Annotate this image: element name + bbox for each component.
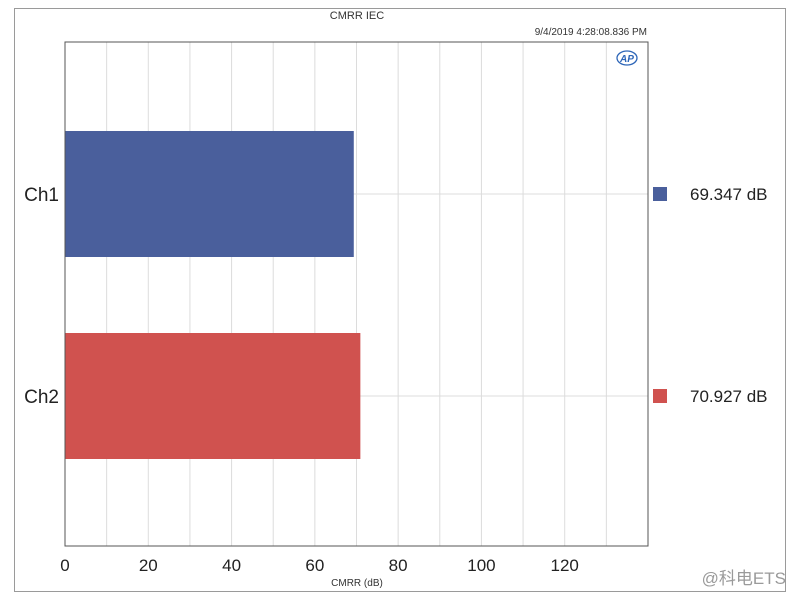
grid <box>64 42 649 546</box>
ap-logo-text: AP <box>619 54 634 65</box>
x-tick-label: 60 <box>305 556 324 575</box>
x-tick-label: 80 <box>389 556 408 575</box>
ap-logo-icon: AP <box>616 50 638 66</box>
legend-swatch-ch1 <box>653 187 667 201</box>
x-tick-label: 0 <box>60 556 69 575</box>
plot-area-border <box>64 41 649 547</box>
category-label-ch2: Ch2 <box>24 387 59 408</box>
x-tick-label: 40 <box>222 556 241 575</box>
legend-swatch-ch2 <box>653 389 667 403</box>
x-tick-label: 100 <box>467 556 495 575</box>
x-tick-label: 120 <box>551 556 579 575</box>
bar-ch2 <box>65 333 361 459</box>
bar-ch1 <box>65 131 354 257</box>
timestamp: 9/4/2019 4:28:08.836 PM <box>535 27 647 38</box>
x-axis-title: CMRR (dB) <box>331 578 383 589</box>
x-tick-label: 20 <box>139 556 158 575</box>
legend-value-ch1: 69.347 dB <box>690 185 768 204</box>
category-label-ch1: Ch1 <box>24 185 59 206</box>
chart-title: CMRR IEC <box>330 10 384 22</box>
legend: 69.347 dB 70.927 dB <box>653 185 768 406</box>
legend-value-ch2: 70.927 dB <box>690 387 768 406</box>
x-axis-ticks: 0 20 40 60 80 100 120 <box>60 556 579 575</box>
chart-frame <box>14 8 786 592</box>
watermark: @科电ETS <box>702 569 786 588</box>
plot-border <box>64 41 649 547</box>
category-labels: Ch1 Ch2 <box>24 185 59 408</box>
bars <box>65 131 361 459</box>
